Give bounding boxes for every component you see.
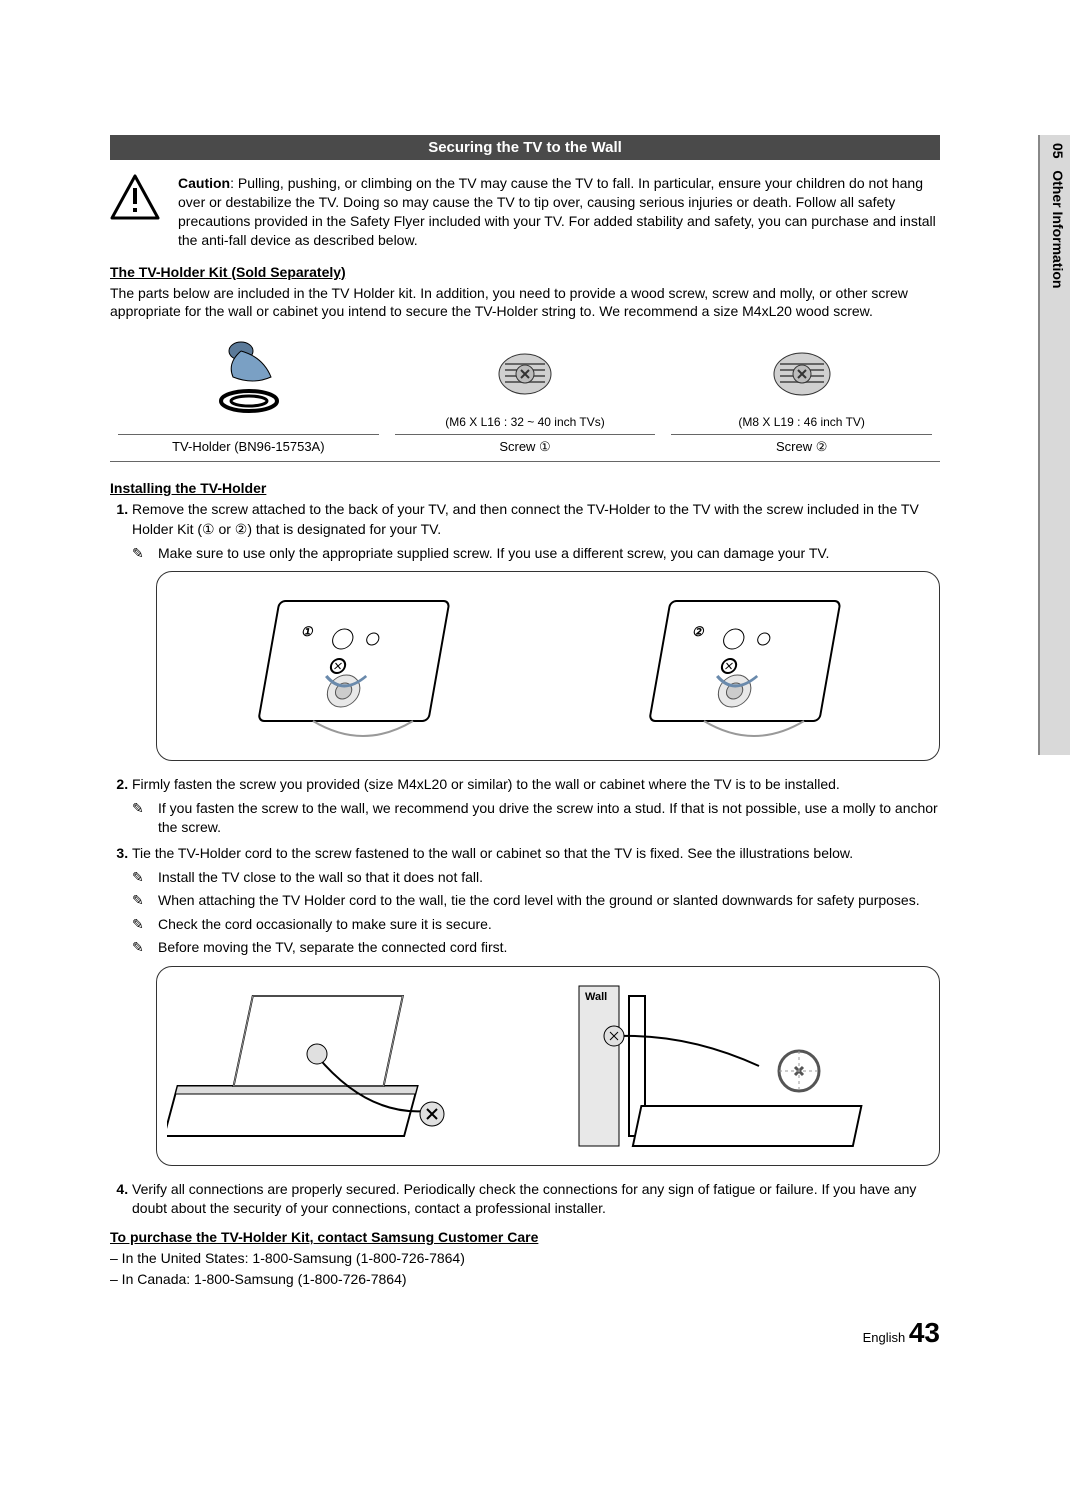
holder-kit-intro: The parts below are included in the TV H…	[110, 284, 940, 322]
screw1-icon	[391, 337, 660, 415]
step-4: Verify all connections are properly secu…	[132, 1180, 940, 1219]
note-icon: ✎	[132, 891, 150, 911]
warning-icon	[110, 174, 160, 250]
note-icon: ✎	[132, 915, 150, 935]
purchase-heading: To purchase the TV-Holder Kit, contact S…	[110, 1229, 940, 1245]
step2-note-text: If you fasten the screw to the wall, we …	[158, 799, 940, 838]
step3-note-2-text: Check the cord occasionally to make sure…	[158, 915, 492, 935]
step3-note-3-text: Before moving the TV, separate the conne…	[158, 938, 507, 958]
kit-table: TV-Holder (BN96-15753A) (M6 X L16 : 32 ~…	[110, 331, 940, 462]
screw2-icon	[667, 337, 936, 415]
figure-1: ① ②	[156, 571, 940, 761]
note-icon: ✎	[132, 868, 150, 888]
caution-text: Caution: Pulling, pushing, or climbing o…	[178, 174, 940, 250]
step1-note-text: Make sure to use only the appropriate su…	[158, 544, 829, 564]
step4-text: Verify all connections are properly secu…	[132, 1181, 916, 1217]
kit-col-screw1: (M6 X L16 : 32 ~ 40 inch TVs) Screw ①	[387, 331, 664, 461]
step-3: Tie the TV-Holder cord to the screw fast…	[132, 844, 940, 1166]
step3-note-1: ✎ When attaching the TV Holder cord to th…	[132, 891, 940, 911]
install-heading: Installing the TV-Holder	[110, 480, 940, 496]
step-2: Firmly fasten the screw you provided (si…	[132, 775, 940, 838]
chapter-title-text: Other Information	[1050, 170, 1066, 288]
diagram-cabinet	[167, 976, 537, 1156]
chapter-number: 05 Other Information	[1050, 143, 1066, 288]
kit-spec-2: (M8 X L19 : 46 inch TV)	[671, 415, 932, 435]
diagram-tv-back-2: ②	[614, 581, 874, 751]
step3-text: Tie the TV-Holder cord to the screw fast…	[132, 845, 853, 861]
kit-col-screw2: (M8 X L19 : 46 inch TV) Screw ②	[663, 331, 940, 461]
holder-kit-heading: The TV-Holder Kit (Sold Separately)	[110, 264, 940, 280]
step1-note: ✎ Make sure to use only the appropriate …	[132, 544, 940, 564]
step2-note: ✎ If you fasten the screw to the wall, w…	[132, 799, 940, 838]
note-icon: ✎	[132, 938, 150, 958]
footer-lang: English	[863, 1330, 906, 1345]
install-steps: Remove the screw attached to the back of…	[110, 500, 940, 1219]
purchase-us: – In the United States: 1-800-Samsung (1…	[110, 1249, 940, 1268]
figure-2: Wall	[156, 966, 940, 1166]
caution-body: : Pulling, pushing, or climbing on the T…	[178, 175, 936, 248]
diagram-tv-back-1: ①	[223, 581, 483, 751]
page-content: Securing the TV to the Wall Caution: Pul…	[110, 135, 940, 1299]
diagram-wall: Wall	[559, 976, 929, 1156]
kit-spec-0	[118, 415, 379, 435]
step3-note-0: ✎ Install the TV close to the wall so tha…	[132, 868, 940, 888]
caution-block: Caution: Pulling, pushing, or climbing o…	[110, 174, 940, 250]
step3-note-2: ✎ Check the cord occasionally to make sur…	[132, 915, 940, 935]
step1-text: Remove the screw attached to the back of…	[132, 501, 919, 537]
step3-note-0-text: Install the TV close to the wall so that…	[158, 868, 483, 888]
step3-note-1-text: When attaching the TV Holder cord to the…	[158, 891, 920, 911]
section-title: Securing the TV to the Wall	[110, 135, 940, 160]
holder-icon	[114, 337, 383, 415]
purchase-ca: – In Canada: 1-800-Samsung (1-800-726-78…	[110, 1270, 940, 1289]
kit-label-0: TV-Holder (BN96-15753A)	[114, 437, 383, 454]
wall-label: Wall	[585, 991, 607, 1003]
kit-label-2: Screw ②	[667, 437, 936, 455]
step2-text: Firmly fasten the screw you provided (si…	[132, 776, 840, 792]
caution-label: Caution	[178, 175, 230, 191]
note-icon: ✎	[132, 544, 150, 564]
kit-spec-1: (M6 X L16 : 32 ~ 40 inch TVs)	[395, 415, 656, 435]
step3-note-3: ✎ Before moving the TV, separate the conn…	[132, 938, 940, 958]
chapter-num-text: 05	[1050, 143, 1066, 159]
kit-col-holder: TV-Holder (BN96-15753A)	[110, 331, 387, 461]
step-1: Remove the screw attached to the back of…	[132, 500, 940, 761]
page-number: 43	[909, 1317, 940, 1348]
kit-label-1: Screw ①	[391, 437, 660, 455]
page-footer: English 43	[863, 1317, 940, 1349]
note-icon: ✎	[132, 799, 150, 819]
